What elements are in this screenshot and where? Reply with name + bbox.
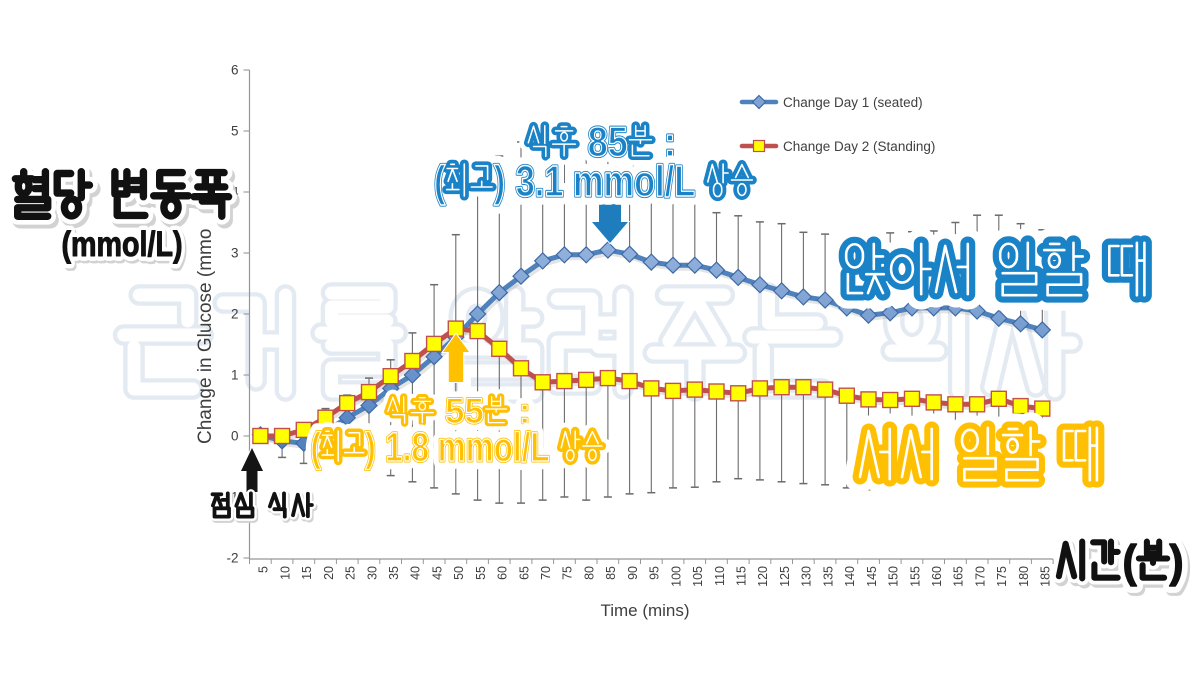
svg-text:135: 135: [821, 566, 835, 587]
svg-text:150: 150: [886, 566, 900, 587]
svg-text:30: 30: [365, 566, 379, 580]
svg-text:85: 85: [588, 118, 628, 165]
svg-text:95: 95: [648, 566, 662, 580]
svg-text:25: 25: [343, 566, 357, 580]
svg-text::: :: [664, 118, 676, 165]
svg-text:180: 180: [1017, 566, 1031, 587]
svg-text:): ): [494, 158, 505, 206]
svg-text:Time (mins): Time (mins): [600, 601, 689, 620]
svg-text:40: 40: [409, 566, 423, 580]
svg-text:55: 55: [474, 566, 488, 580]
svg-text::: :: [664, 118, 676, 165]
svg-text:160: 160: [930, 566, 944, 587]
svg-text:15: 15: [300, 566, 314, 580]
svg-text:2: 2: [231, 307, 239, 322]
svg-text:55: 55: [445, 391, 484, 431]
svg-text:45: 45: [430, 566, 444, 580]
svg-text:105: 105: [691, 566, 705, 587]
svg-text:(: (: [434, 158, 446, 206]
svg-text:(mmol/L): (mmol/L): [63, 226, 184, 266]
svg-text:6: 6: [231, 63, 239, 78]
svg-text:80: 80: [582, 566, 596, 580]
svg-text:20: 20: [322, 566, 336, 580]
svg-text:1.8 mmol/L: 1.8 mmol/L: [385, 424, 549, 470]
svg-text:120: 120: [756, 566, 770, 587]
svg-text:3.1 mmol/L: 3.1 mmol/L: [516, 158, 696, 206]
svg-text:): ): [1170, 536, 1184, 586]
svg-text:1.8 mmol/L: 1.8 mmol/L: [385, 424, 549, 470]
svg-text:125: 125: [778, 566, 792, 587]
svg-text:130: 130: [800, 566, 814, 587]
svg-text:100: 100: [669, 566, 683, 587]
svg-text:Change Day 1 (seated): Change Day 1 (seated): [783, 95, 923, 110]
svg-text:(: (: [1123, 536, 1137, 586]
svg-text:70: 70: [539, 566, 553, 580]
svg-text:-2: -2: [226, 551, 238, 566]
svg-text:50: 50: [452, 566, 466, 580]
svg-text:75: 75: [561, 566, 575, 580]
svg-text:3.1 mmol/L: 3.1 mmol/L: [516, 158, 696, 206]
svg-text:55: 55: [445, 391, 484, 431]
svg-text:85: 85: [588, 118, 628, 165]
svg-text::: :: [519, 391, 531, 431]
svg-text:185: 185: [1039, 566, 1053, 587]
svg-text:0: 0: [231, 429, 239, 444]
svg-text:60: 60: [496, 566, 510, 580]
svg-text:): ): [365, 424, 376, 470]
svg-text:(: (: [311, 424, 322, 470]
svg-text:): ): [494, 158, 505, 206]
svg-text:65: 65: [517, 566, 531, 580]
svg-text:170: 170: [973, 566, 987, 587]
svg-text:1.8 mmol/L: 1.8 mmol/L: [385, 424, 549, 470]
svg-text:175: 175: [995, 566, 1009, 587]
svg-text:3: 3: [231, 246, 239, 261]
svg-text:115: 115: [734, 566, 748, 586]
svg-text::: :: [519, 391, 531, 431]
svg-text:3.1 mmol/L: 3.1 mmol/L: [516, 158, 696, 206]
svg-text:1: 1: [231, 368, 239, 383]
svg-text:90: 90: [626, 566, 640, 580]
svg-text:5: 5: [257, 566, 271, 573]
svg-text:155: 155: [908, 566, 922, 587]
svg-text:(mmol/L): (mmol/L): [62, 224, 183, 264]
svg-text:(mmol/L): (mmol/L): [62, 224, 183, 264]
svg-text:Change Day 2 (Standing): Change Day 2 (Standing): [783, 139, 935, 154]
svg-text:): ): [365, 424, 376, 470]
svg-text:110: 110: [713, 566, 727, 586]
svg-text:140: 140: [843, 566, 857, 587]
svg-text:145: 145: [865, 566, 879, 587]
svg-text:Change in Glucose (mmo: Change in Glucose (mmo: [195, 229, 216, 444]
svg-text:10: 10: [278, 566, 292, 580]
svg-text:5: 5: [231, 124, 239, 139]
svg-text:165: 165: [952, 566, 966, 587]
svg-text:35: 35: [387, 566, 401, 580]
svg-text:85: 85: [604, 566, 618, 580]
